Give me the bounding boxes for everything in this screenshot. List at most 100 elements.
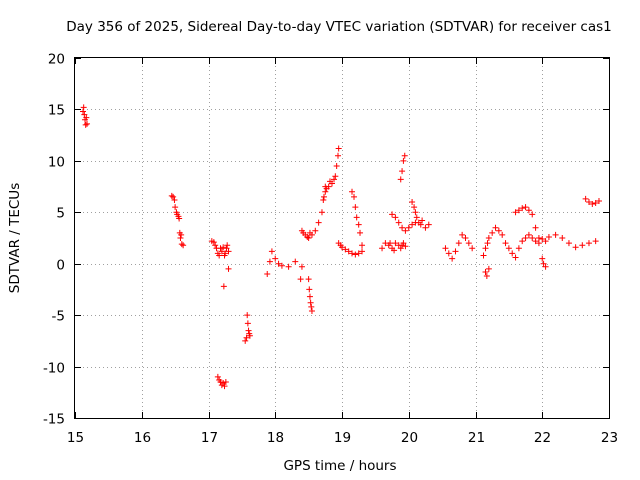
- data-point: [495, 227, 502, 234]
- data-point: [539, 236, 546, 243]
- data-point: [519, 238, 526, 245]
- data-point: [81, 111, 88, 118]
- data-point: [342, 246, 349, 253]
- data-point: [170, 193, 177, 200]
- data-point: [542, 238, 549, 245]
- y-tick-label: 10: [48, 155, 65, 171]
- data-point: [305, 276, 312, 283]
- data-point: [535, 240, 542, 247]
- data-point: [589, 201, 596, 208]
- x-axis: 15 16 17 18 19 20 21 22 23: [67, 58, 618, 446]
- data-point: [320, 196, 327, 203]
- data-point: [246, 332, 253, 339]
- x-tick-label: 19: [334, 430, 351, 446]
- data-point: [307, 299, 314, 306]
- x-tick-label: 15: [67, 430, 84, 446]
- data-point: [168, 192, 175, 199]
- y-tick-label: 20: [48, 52, 65, 68]
- data-point: [411, 204, 418, 211]
- data-point: [221, 383, 228, 390]
- data-point: [178, 241, 185, 248]
- data-point: [352, 251, 359, 258]
- data-point: [275, 260, 282, 267]
- data-point: [178, 231, 185, 238]
- data-point: [304, 233, 311, 240]
- data-point: [212, 242, 219, 249]
- data-point: [332, 173, 339, 180]
- data-point: [515, 245, 522, 252]
- data-point: [349, 250, 356, 257]
- data-point: [401, 152, 408, 159]
- data-point: [512, 209, 519, 216]
- data-point: [298, 263, 305, 270]
- x-tick-label: 17: [201, 430, 218, 446]
- data-point: [268, 248, 275, 255]
- data-point: [392, 240, 399, 247]
- x-tick-label: 21: [468, 430, 485, 446]
- data-point: [308, 308, 315, 315]
- data-point: [572, 244, 579, 251]
- data-point: [392, 214, 399, 221]
- x-tick-label: 23: [601, 430, 618, 446]
- data-point: [308, 231, 315, 238]
- x-axis-label: GPS time / hours: [283, 458, 396, 474]
- data-point: [395, 219, 402, 226]
- data-point: [502, 240, 509, 247]
- data-point: [519, 205, 526, 212]
- data-point: [223, 245, 230, 252]
- data-point: [482, 245, 489, 252]
- data-point: [532, 224, 539, 231]
- data-point: [244, 312, 251, 319]
- data-point: [405, 224, 412, 231]
- data-point: [335, 145, 342, 152]
- data-point: [412, 209, 419, 216]
- data-point: [330, 176, 337, 183]
- data-point: [180, 242, 187, 249]
- data-point: [359, 242, 366, 249]
- data-point: [84, 120, 91, 127]
- y-tick-label: 15: [48, 103, 65, 119]
- data-point: [297, 276, 304, 283]
- data-point: [357, 229, 364, 236]
- data-point: [353, 214, 360, 221]
- data-point: [318, 209, 325, 216]
- y-tick-label: 5: [56, 206, 65, 222]
- data-point: [210, 239, 217, 246]
- data-point: [445, 250, 452, 257]
- data-point: [225, 248, 232, 255]
- data-point: [484, 240, 491, 247]
- y-tick-label: 0: [56, 258, 65, 274]
- data-point: [442, 245, 449, 252]
- data-point: [172, 204, 179, 211]
- data-point: [399, 224, 406, 231]
- data-point: [532, 238, 539, 245]
- data-point: [595, 197, 602, 204]
- data-point: [525, 231, 532, 238]
- data-point: [592, 238, 599, 245]
- data-point: [465, 240, 472, 247]
- data-point: [278, 262, 285, 269]
- data-point: [459, 231, 466, 238]
- data-point: [312, 227, 319, 234]
- data-point: [315, 219, 322, 226]
- data-point: [469, 245, 476, 252]
- data-point: [243, 334, 250, 341]
- data-point: [462, 235, 469, 241]
- data-point: [82, 121, 89, 128]
- data-point: [482, 268, 489, 275]
- data-point: [171, 196, 178, 203]
- data-point: [400, 157, 407, 164]
- data-point: [387, 240, 394, 247]
- data-point: [222, 379, 229, 385]
- data-point: [218, 248, 225, 255]
- data-point: [220, 244, 227, 251]
- data-point: [83, 114, 90, 121]
- data-point: [400, 240, 407, 247]
- data-point: [389, 211, 396, 218]
- data-point: [522, 235, 529, 241]
- chart-title: Day 356 of 2025, Sidereal Day-to-day VTE…: [66, 19, 612, 35]
- data-point: [545, 233, 552, 240]
- data-point: [379, 245, 386, 252]
- y-axis-label: SDTVAR / TECUs: [7, 183, 23, 293]
